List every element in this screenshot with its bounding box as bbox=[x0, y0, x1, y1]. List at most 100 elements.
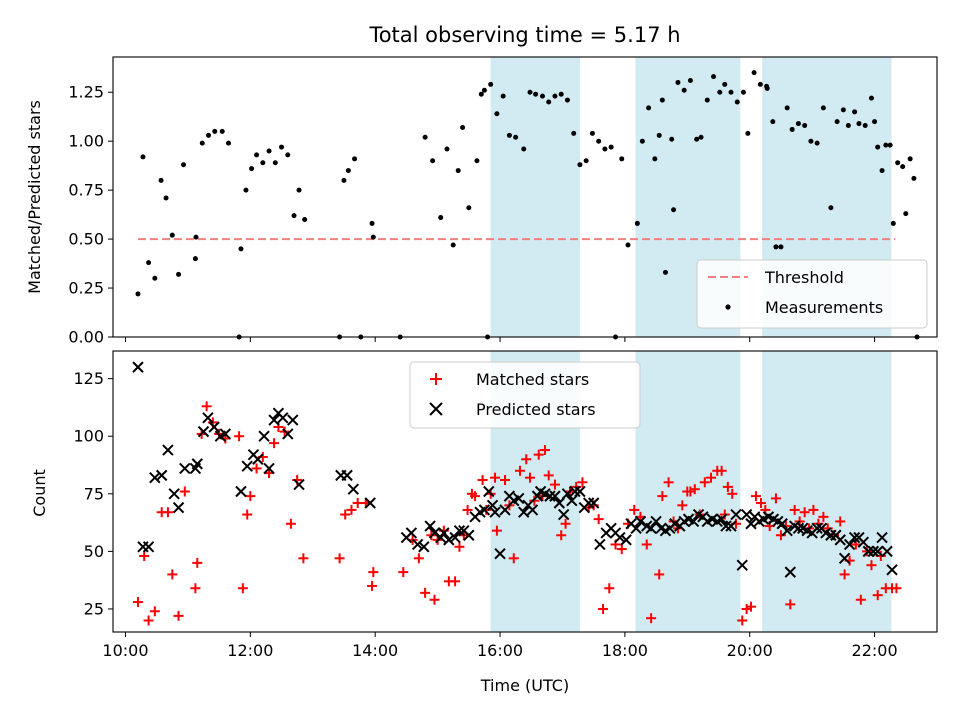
top-y-axis-label: Matched/Predicted stars bbox=[25, 100, 44, 294]
matched-star-point bbox=[529, 495, 540, 506]
matched-star-point bbox=[346, 504, 357, 515]
measurement-point bbox=[169, 232, 175, 238]
predicted-star-point bbox=[862, 545, 875, 558]
matched-star-point bbox=[775, 530, 786, 541]
predicted-star-point bbox=[241, 460, 253, 472]
y-tick-label: 75 bbox=[84, 484, 104, 503]
measurement-point bbox=[450, 242, 456, 248]
measurement-point bbox=[243, 187, 249, 193]
predicted-star-point bbox=[720, 520, 732, 532]
matched-star-point bbox=[855, 594, 866, 605]
matched-star-point bbox=[785, 599, 796, 610]
matched-star-point bbox=[491, 525, 502, 536]
measurement-point bbox=[662, 269, 668, 275]
x-tick-label: 10:00 bbox=[102, 641, 148, 660]
matched-star-point bbox=[556, 530, 567, 541]
measurement-point bbox=[652, 156, 658, 162]
matched-star-point bbox=[872, 590, 883, 601]
measurement-point bbox=[260, 160, 266, 166]
matched-star-point bbox=[789, 504, 800, 515]
measurement-point bbox=[872, 119, 878, 125]
measurement-point bbox=[895, 160, 901, 166]
predicted-star-point bbox=[650, 515, 662, 528]
measurement-point bbox=[521, 146, 527, 152]
matched-star-point bbox=[891, 583, 902, 594]
legend-predicted-label: Predicted stars bbox=[476, 400, 596, 419]
predicted-star-point bbox=[347, 483, 360, 495]
matched-star-point bbox=[598, 603, 609, 614]
matched-star-point bbox=[533, 449, 544, 460]
predicted-star-point bbox=[282, 428, 294, 440]
measurement-point bbox=[728, 89, 734, 95]
matched-star-point bbox=[719, 509, 730, 520]
shaded-region bbox=[490, 57, 580, 337]
predicted-star-point bbox=[843, 538, 856, 551]
measurement-point bbox=[862, 123, 868, 129]
matched-star-point bbox=[420, 587, 431, 598]
predicted-star-point bbox=[582, 497, 595, 509]
measurement-point bbox=[757, 81, 763, 87]
measurement-point bbox=[285, 152, 291, 158]
matched-star-point bbox=[750, 491, 761, 502]
predicted-star-point bbox=[886, 564, 898, 576]
predicted-star-point bbox=[557, 508, 570, 521]
matched-star-point bbox=[685, 486, 696, 497]
matched-star-point bbox=[539, 445, 550, 456]
matched-star-point bbox=[835, 516, 846, 527]
measurement-point bbox=[225, 140, 231, 146]
measurement-point bbox=[887, 142, 893, 148]
measurement-point bbox=[903, 211, 909, 217]
matched-star-point bbox=[654, 569, 665, 580]
measurement-point bbox=[238, 246, 244, 252]
measurement-point bbox=[266, 148, 272, 154]
predicted-star-point bbox=[486, 499, 499, 512]
predicted-star-point bbox=[263, 462, 275, 475]
predicted-star-point bbox=[179, 462, 191, 475]
matched-star-point bbox=[604, 583, 615, 594]
measurement-point bbox=[773, 244, 779, 250]
predicted-star-point bbox=[277, 412, 289, 424]
predicted-star-point bbox=[418, 541, 430, 553]
measurement-point bbox=[814, 140, 820, 146]
predicted-star-point bbox=[881, 545, 893, 558]
measurement-point bbox=[430, 158, 436, 164]
predicted-star-point bbox=[792, 522, 805, 535]
measurement-point bbox=[539, 93, 545, 99]
predicted-star-point bbox=[569, 485, 581, 498]
matched-star-point bbox=[699, 477, 710, 488]
matched-star-point bbox=[839, 569, 850, 580]
legend-measurement-swatch bbox=[725, 304, 731, 310]
matched-star-point bbox=[716, 465, 727, 476]
bottom-axes-frame bbox=[112, 350, 938, 633]
matched-star-point bbox=[818, 511, 829, 522]
matched-star-point bbox=[508, 553, 519, 564]
matched-star-point bbox=[616, 544, 627, 555]
shaded-region bbox=[762, 351, 892, 632]
measurement-point bbox=[840, 107, 846, 113]
matched-star-point bbox=[454, 541, 465, 552]
measurement-point bbox=[481, 87, 487, 93]
predicted-star-point bbox=[549, 490, 561, 502]
measurement-point bbox=[784, 105, 790, 111]
matched-star-point bbox=[549, 479, 560, 490]
measurement-point bbox=[506, 132, 512, 138]
matched-star-point bbox=[657, 491, 668, 502]
x-tick-label: 14:00 bbox=[352, 641, 398, 660]
matched-star-point bbox=[646, 613, 657, 624]
bottom-panel: 25 50 75 100 125 10:00 12:00 14:00 16:00 18:00 20… bbox=[30, 350, 938, 695]
matched-star-point bbox=[201, 401, 212, 412]
matched-star-point bbox=[737, 615, 748, 626]
matched-star-point bbox=[413, 553, 424, 564]
measurement-point bbox=[681, 87, 687, 93]
matched-star-point bbox=[727, 488, 738, 499]
predicted-star-point bbox=[463, 529, 475, 541]
measurement-point bbox=[608, 144, 614, 150]
bottom-x-ticks: 10:00 12:00 14:00 16:00 18:00 20:00 22:00 bbox=[102, 632, 898, 660]
legend-matched-label: Matched stars bbox=[476, 370, 589, 389]
matched-star-point bbox=[139, 550, 150, 561]
measurement-point bbox=[527, 89, 533, 95]
predicted-star-point bbox=[614, 531, 626, 544]
measurement-point bbox=[734, 99, 740, 105]
measurement-point bbox=[302, 217, 308, 223]
